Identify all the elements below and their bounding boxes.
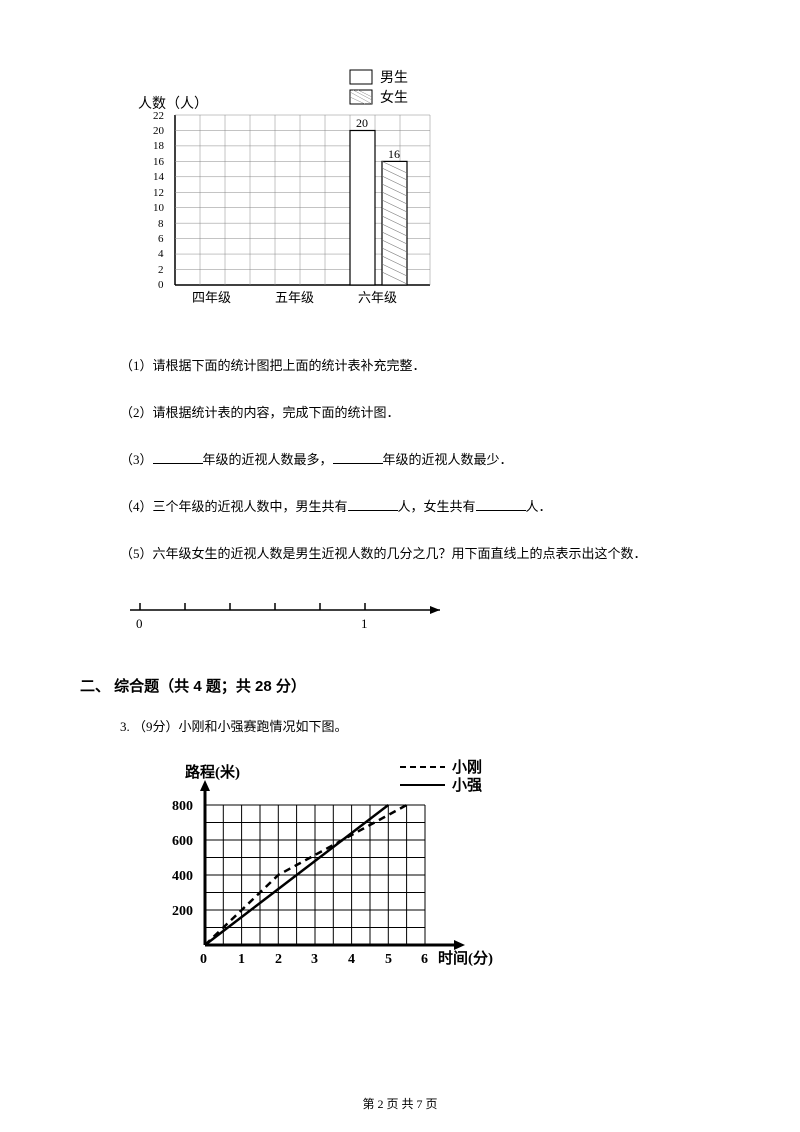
legend-female-label: 女生 <box>380 89 408 106</box>
line-x-label: 时间(分) <box>438 949 493 967</box>
question-5: （5）六年级女生的近视人数是男生近视人数的几分之几？用下面直线上的点表示出这个数… <box>120 543 720 562</box>
svg-text:10: 10 <box>153 202 165 214</box>
svg-text:600: 600 <box>172 834 193 849</box>
svg-text:200: 200 <box>172 904 193 919</box>
svg-text:2: 2 <box>158 264 164 276</box>
bar-grade6-male <box>350 131 375 286</box>
svg-text:0: 0 <box>158 279 164 291</box>
question-3: （3）年级的近视人数最多，年级的近视人数最少． <box>120 449 720 468</box>
number-line: 0 1 <box>120 590 720 645</box>
svg-text:400: 400 <box>172 869 193 884</box>
svg-text:18: 18 <box>153 140 165 152</box>
svg-text:0: 0 <box>136 616 143 631</box>
bar-chart-container: 男生 女生 人数（人） <box>120 60 720 325</box>
page-footer: 第 2 页 共 7 页 <box>0 1095 800 1112</box>
svg-text:1: 1 <box>238 952 245 967</box>
legend-male-label: 男生 <box>380 70 408 86</box>
line-chart-container: 小刚 小强 路程(米) <box>150 755 720 980</box>
legend-xiaogang: 小刚 <box>452 759 482 776</box>
svg-text:3: 3 <box>311 952 318 967</box>
bar-grade6-female-label: 16 <box>388 147 400 161</box>
line-chart-svg: 小刚 小强 路程(米) <box>150 755 530 975</box>
blank-4b[interactable] <box>476 497 526 511</box>
svg-text:5: 5 <box>385 952 392 967</box>
svg-text:16: 16 <box>153 156 165 168</box>
number-line-svg: 0 1 <box>120 590 460 640</box>
blank-4a[interactable] <box>348 497 398 511</box>
blank-3a[interactable] <box>153 450 203 464</box>
svg-text:6: 6 <box>158 233 164 245</box>
svg-text:4: 4 <box>158 248 164 260</box>
svg-text:8: 8 <box>158 218 164 230</box>
svg-text:14: 14 <box>153 171 165 183</box>
questions-block: （1）请根据下面的统计图把上面的统计表补充完整． （2）请根据统计表的内容，完成… <box>120 355 720 562</box>
svg-text:2: 2 <box>275 952 282 967</box>
bar-grade6-male-label: 20 <box>356 116 368 130</box>
bar-chart-svg: 男生 女生 人数（人） <box>120 60 460 320</box>
svg-text:1: 1 <box>361 616 368 631</box>
y-axis-label: 人数（人） <box>138 96 208 112</box>
legend-male-box <box>350 70 372 84</box>
x-cat-5: 五年级 <box>275 290 314 305</box>
svg-text:0: 0 <box>200 952 207 967</box>
svg-text:20: 20 <box>153 125 165 137</box>
question-1: （1）请根据下面的统计图把上面的统计表补充完整． <box>120 355 720 374</box>
x-cat-6: 六年级 <box>358 290 397 305</box>
line-x-ticks: 0 1 2 3 4 5 6 <box>200 952 428 967</box>
blank-3b[interactable] <box>333 450 383 464</box>
x-cat-4: 四年级 <box>192 290 231 305</box>
y-tick-labels: 0 2 4 6 8 10 12 14 16 18 20 22 <box>153 110 165 291</box>
question-4: （4）三个年级的近视人数中，男生共有人，女生共有人． <box>120 496 720 515</box>
line-y-label: 路程(米) <box>185 763 240 781</box>
problem-3-intro: 3. （9分）小刚和小强赛跑情况如下图。 <box>120 716 720 735</box>
line-chart-grid <box>205 805 425 945</box>
section-2-header: 二、 综合题（共 4 题；共 28 分） <box>80 675 720 696</box>
svg-text:12: 12 <box>153 187 164 199</box>
svg-text:800: 800 <box>172 799 193 814</box>
line-y-ticks: 200 400 600 800 <box>172 799 193 919</box>
legend-xiaoqiang: 小强 <box>452 777 482 794</box>
question-2: （2）请根据统计表的内容，完成下面的统计图． <box>120 402 720 421</box>
svg-text:22: 22 <box>153 110 164 122</box>
svg-text:6: 6 <box>421 952 428 967</box>
svg-text:4: 4 <box>348 952 355 967</box>
